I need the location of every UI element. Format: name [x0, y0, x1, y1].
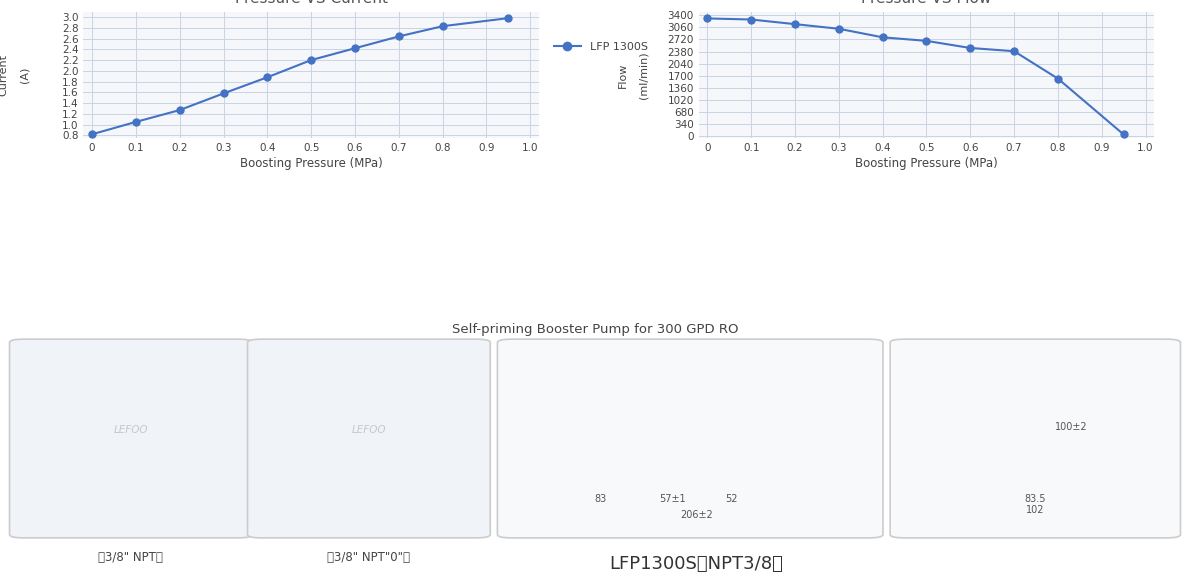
LFP 1300S	[392, 33, 406, 40]
Text: Current: Current	[0, 54, 8, 96]
Text: (A): (A)	[19, 67, 29, 83]
Title: Pressure VS Flow: Pressure VS Flow	[862, 0, 991, 6]
LFP 1300S	[303, 57, 318, 64]
Text: 83: 83	[595, 493, 607, 503]
Text: （3/8" NPT"0"）: （3/8" NPT"0"）	[327, 551, 411, 564]
LFP 1300S	[84, 131, 99, 138]
Text: LEFOO: LEFOO	[114, 425, 148, 435]
LFP 1300S	[217, 90, 231, 97]
Text: 83.5: 83.5	[1025, 493, 1046, 503]
X-axis label: Boosting Pressure (MPa): Boosting Pressure (MPa)	[856, 157, 997, 170]
Text: Flow: Flow	[619, 62, 628, 88]
LFP 1300S	[501, 15, 515, 22]
LFP 1300S	[347, 45, 362, 52]
Text: (ml/min): (ml/min)	[639, 51, 649, 99]
FancyBboxPatch shape	[497, 339, 883, 538]
Title: Pressure VS Current: Pressure VS Current	[234, 0, 388, 6]
LFP 1300S	[436, 23, 450, 30]
Text: 100±2: 100±2	[1054, 422, 1088, 432]
Text: （3/8" NPT）: （3/8" NPT）	[99, 551, 163, 564]
Text: 52: 52	[726, 493, 738, 503]
X-axis label: Boosting Pressure (MPa): Boosting Pressure (MPa)	[240, 157, 382, 170]
Text: 57±1: 57±1	[659, 493, 685, 503]
Text: 206±2: 206±2	[679, 510, 713, 520]
LFP 1300S	[129, 119, 143, 126]
LFP 1300S	[173, 106, 187, 113]
FancyBboxPatch shape	[10, 339, 252, 538]
FancyBboxPatch shape	[248, 339, 490, 538]
Text: 102: 102	[1026, 505, 1045, 515]
Text: LFP1300S（NPT3/8）: LFP1300S（NPT3/8）	[609, 555, 783, 573]
Line: LFP 1300S: LFP 1300S	[88, 15, 512, 138]
Legend: LFP 1300S: LFP 1300S	[549, 37, 652, 57]
FancyBboxPatch shape	[890, 339, 1180, 538]
Text: LEFOO: LEFOO	[352, 425, 386, 435]
Text: Self-priming Booster Pump for 300 GPD RO: Self-priming Booster Pump for 300 GPD RO	[452, 324, 738, 336]
LFP 1300S	[261, 74, 275, 81]
